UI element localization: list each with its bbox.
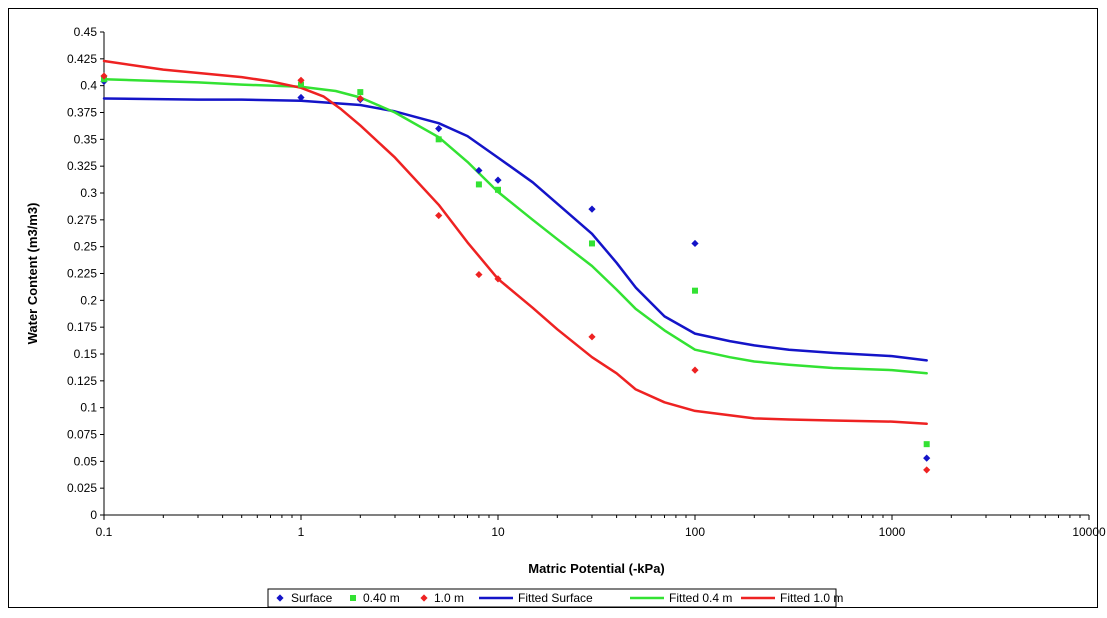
x-axis-title: Matric Potential (-kPa) — [528, 561, 665, 576]
y-tick-label: 0.425 — [67, 52, 97, 66]
legend-box — [267, 588, 837, 608]
x-tick-label: 100 — [685, 525, 705, 539]
y-axis-title: Water Content (m3/m3) — [25, 203, 40, 345]
y-tick-label: 0.35 — [74, 132, 98, 146]
data-point-1-0-m — [100, 72, 108, 80]
data-point-1-0-m — [435, 211, 443, 220]
plot-area — [100, 59, 931, 474]
data-point-0-40-m — [298, 81, 304, 88]
y-tick-label: 0.15 — [74, 347, 98, 361]
y-tick-label: 0.2 — [80, 293, 97, 307]
series-line-fitted-surface — [102, 97, 928, 362]
data-point-0-40-m — [588, 240, 595, 247]
series-line-fitted-0-4-m — [102, 77, 928, 375]
legend-marker — [350, 595, 356, 601]
y-tick-label: 0.275 — [67, 213, 97, 227]
data-point-surface — [923, 454, 931, 462]
legend-label: Fitted 1.0 m — [780, 591, 843, 605]
y-tick-label: 0.45 — [74, 25, 98, 39]
chart-frame — [8, 8, 1098, 608]
data-point-surface — [475, 166, 483, 175]
legend-marker — [276, 594, 284, 602]
data-point-1-0-m — [475, 270, 483, 279]
y-tick-label: 0.125 — [67, 374, 97, 388]
y-tick-label: 0.225 — [67, 267, 97, 281]
x-tick-label: 10000 — [1072, 525, 1106, 539]
legend-label: Surface — [291, 591, 333, 605]
y-tick-label: 0.325 — [67, 159, 97, 173]
data-point-1-0-m — [297, 76, 305, 84]
data-point-1-0-m — [356, 94, 364, 103]
y-tick-label: 0.175 — [67, 320, 97, 334]
legend-label: 1.0 m — [434, 591, 464, 605]
data-point-surface — [494, 176, 502, 184]
y-tick-label: 0.05 — [74, 454, 98, 468]
legend-label: 0.40 m — [363, 591, 400, 605]
data-point-1-0-m — [691, 366, 699, 374]
data-point-surface — [691, 239, 699, 248]
x-tick-label: 1000 — [879, 525, 906, 539]
y-tick-label: 0.4 — [80, 79, 97, 93]
data-point-0-40-m — [475, 181, 482, 188]
data-point-surface — [297, 93, 305, 102]
data-point-0-40-m — [495, 186, 501, 193]
legend: Surface 0.40 m 1.0 m Fitted Surface Fitted 0… — [267, 588, 843, 608]
legend-label: Fitted 0.4 m — [669, 591, 732, 605]
axes: 0 0.025 0.05 0.075 0.1 0.125 0.15 0.175 0.2 0.225… — [67, 25, 1106, 539]
y-tick-label: 0.3 — [80, 186, 97, 200]
y-tick-label: 0.025 — [67, 481, 97, 495]
y-tick-label: 0.375 — [67, 106, 97, 120]
y-tick-label: 0.25 — [74, 240, 98, 254]
data-point-1-0-m — [588, 333, 596, 341]
legend-marker — [420, 594, 428, 602]
data-point-surface — [588, 205, 596, 213]
data-point-0-40-m — [435, 136, 442, 143]
legend-label: Fitted Surface — [518, 591, 593, 605]
y-tick-label: 0.075 — [67, 428, 97, 442]
x-tick-label: 1 — [298, 525, 305, 539]
data-point-1-0-m — [494, 275, 502, 283]
x-tick-label: 0.1 — [96, 525, 113, 539]
data-point-0-40-m — [357, 89, 364, 96]
data-point-1-0-m — [923, 466, 931, 474]
data-point-0-40-m — [692, 287, 698, 294]
x-tick-label: 10 — [491, 525, 505, 539]
y-tick-label: 0.1 — [80, 401, 97, 415]
series-line-fitted-1-0-m — [102, 59, 928, 426]
y-tick-label: 0 — [90, 508, 97, 522]
data-point-0-40-m — [923, 441, 930, 448]
data-point-surface — [435, 125, 443, 133]
